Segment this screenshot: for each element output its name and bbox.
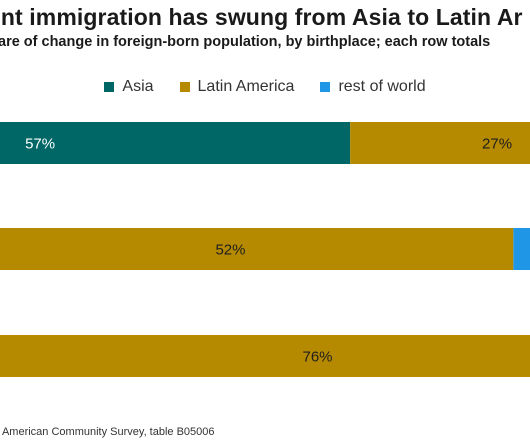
data-label-latin-america-row-3: 76% [303, 349, 333, 366]
legend-item-asia: Asia [104, 78, 154, 96]
legend-label-asia: Asia [122, 78, 154, 95]
chart-title: ent immigration has swung from Asia to L… [0, 4, 523, 30]
legend-item-latin-america: Latin America [179, 78, 295, 96]
data-label-latin-america-row-1: 27% [482, 136, 512, 153]
legend-swatch-latin-america [179, 82, 190, 92]
data-label-latin-america-row-2: 52% [215, 242, 245, 259]
bar-rest-of-world-row-2 [513, 228, 530, 270]
legend-label-latin-america: Latin America [197, 78, 295, 95]
data-label-asia-row-1: 57% [25, 136, 55, 153]
bar-asia-row-1 [0, 122, 351, 164]
bar-latin-america-row-3 [0, 335, 530, 377]
bar-latin-america-row-1 [350, 122, 530, 164]
legend-label-rest-of-world: rest of world [338, 78, 426, 95]
chart-subtitle: are of change in foreign-born population… [0, 34, 491, 50]
legend-item-rest-of-world: rest of world [320, 78, 426, 96]
legend: Asia Latin America rest of world [0, 78, 530, 96]
legend-swatch-rest-of-world [320, 82, 331, 92]
legend-swatch-asia [104, 82, 115, 92]
bar-latin-america-row-2 [0, 228, 514, 270]
source-note: s American Community Survey, table B0500… [0, 426, 215, 438]
